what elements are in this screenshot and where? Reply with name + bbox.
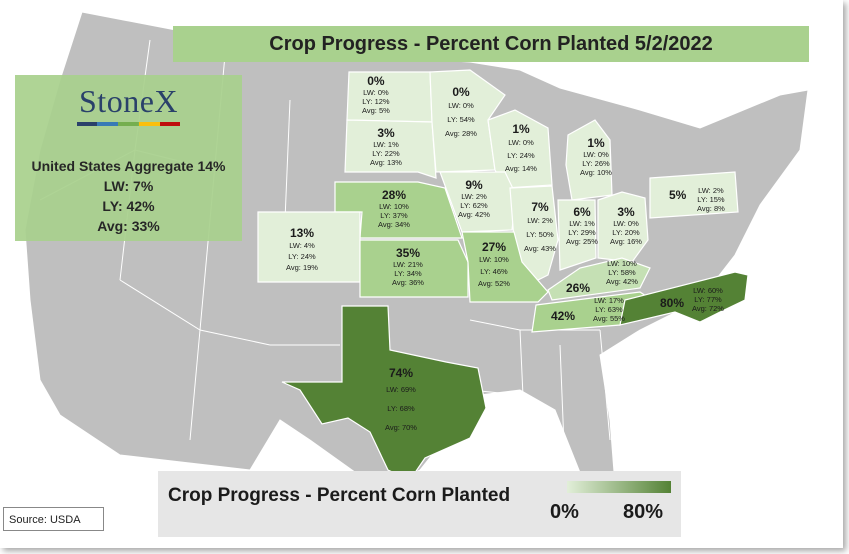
- label-wisconsin: 1% LW: 0% LY: 24% Avg: 14%: [505, 122, 537, 173]
- state-stat-line: Avg: 52%: [478, 279, 510, 288]
- legend-title: Crop Progress - Percent Corn Planted: [168, 485, 511, 506]
- label-iowa: 9% LW: 2% LY: 62% Avg: 42%: [458, 178, 490, 219]
- label-nebraska: 28% LW: 10% LY: 37% Avg: 34%: [378, 188, 410, 229]
- label-indiana: 6% LW: 1% LY: 29% Avg: 25%: [566, 205, 598, 246]
- state-ohio: [597, 191, 649, 263]
- state-stat-line: Avg: 70%: [385, 423, 417, 432]
- label-colorado: 13% LW: 4% LY: 24% Avg: 19%: [286, 226, 318, 272]
- label-north-dakota: 0% LW: 0% LY: 12% Avg: 5%: [362, 74, 390, 115]
- state-stat-line: LY: 22%: [372, 149, 400, 158]
- state-stat-line: Avg: 13%: [370, 158, 402, 167]
- state-stat-line: LY: 63%: [595, 305, 623, 314]
- state-stat-line: LW: 17%: [594, 296, 624, 305]
- state-stat-line: Avg: 55%: [593, 314, 625, 323]
- label-kentucky: 26% LW: 10% LY: 58% Avg: 42%: [566, 259, 638, 295]
- state-stat-line: LY: 24%: [288, 252, 316, 261]
- state-missouri: [461, 231, 549, 303]
- state-pennsylvania: [649, 171, 739, 219]
- state-stat-line: LY: 20%: [612, 228, 640, 237]
- state-stat-line: Avg: 42%: [458, 210, 490, 219]
- state-stat-line: Avg: 25%: [566, 237, 598, 246]
- label-missouri: 27% LW: 10% LY: 46% Avg: 52%: [478, 240, 510, 288]
- state-stat-line: LY: 26%: [582, 159, 610, 168]
- aggregate-stats: United States Aggregate 14% LW: 7% LY: 4…: [15, 156, 242, 236]
- state-stat-line: LW: 4%: [289, 241, 315, 250]
- aggregate-lw: LW: 7%: [103, 178, 154, 194]
- state-stat-line: LW: 1%: [569, 219, 595, 228]
- state-stat-line: Avg: 43%: [524, 244, 556, 253]
- state-indiana: [557, 199, 597, 271]
- state-stat-line: LW: 2%: [527, 216, 553, 225]
- label-michigan: 1% LW: 0% LY: 26% Avg: 10%: [580, 136, 612, 177]
- label-kansas: 35% LW: 21% LY: 34% Avg: 36%: [392, 246, 424, 287]
- state-north-carolina: [619, 271, 749, 326]
- state-stat-line: LY: 34%: [394, 269, 422, 278]
- legend: Crop Progress - Percent Corn Planted 0% …: [158, 471, 681, 537]
- state-stat-line: LW: 60%: [693, 286, 723, 295]
- state-stat-line: LY: 58%: [608, 268, 636, 277]
- state-stat-line: LW: 0%: [448, 101, 474, 110]
- label-north-carolina: 80% LW: 60% LY: 77% Avg: 72%: [660, 286, 724, 313]
- state-stat-line: LY: 12%: [362, 97, 390, 106]
- state-stat-line: Avg: 72%: [692, 304, 724, 313]
- state-stat-line: LW: 10%: [607, 259, 637, 268]
- state-stat-line: LY: 24%: [507, 151, 535, 160]
- state-stat-line: Avg: 42%: [606, 277, 638, 286]
- state-stat-line: LW: 10%: [479, 255, 509, 264]
- state-stat-line: LW: 0%: [613, 219, 639, 228]
- state-stat-line: LY: 50%: [526, 230, 554, 239]
- state-stat-line: Avg: 14%: [505, 164, 537, 173]
- state-stat-line: Avg: 36%: [392, 278, 424, 287]
- state-stat-line: Avg: 10%: [580, 168, 612, 177]
- state-stat-line: LW: 69%: [386, 385, 416, 394]
- state-stat-line: LY: 29%: [568, 228, 596, 237]
- state-stat-line: LY: 77%: [694, 295, 722, 304]
- logo-color-bar: [76, 122, 181, 126]
- legend-min: 0%: [550, 501, 579, 523]
- state-kansas: [359, 239, 469, 298]
- label-illinois: 7% LW: 2% LY: 50% Avg: 43%: [524, 200, 556, 256]
- stonex-logo: StoneX: [79, 83, 178, 119]
- aggregate-ly: LY: 42%: [102, 198, 155, 214]
- label-tennessee: 42% LW: 17% LY: 63% Avg: 55%: [551, 296, 625, 323]
- state-stat-line: LW: 0%: [583, 150, 609, 159]
- label-south-dakota: 3% LW: 1% LY: 22% Avg: 13%: [370, 126, 402, 167]
- state-stat-line: Avg: 5%: [362, 106, 390, 115]
- aggregate-title: United States Aggregate 14%: [31, 158, 226, 174]
- state-stat-line: Avg: 19%: [286, 263, 318, 272]
- label-ohio: 3% LW: 0% LY: 20% Avg: 16%: [610, 205, 642, 246]
- label-texas: 74% LW: 69% LY: 68% Avg: 70%: [385, 366, 417, 437]
- state-stat-line: Avg: 8%: [697, 204, 725, 213]
- state-stat-line: LW: 2%: [698, 186, 724, 195]
- map-title: Crop Progress - Percent Corn Planted 5/2…: [173, 26, 809, 62]
- state-shapes: [257, 69, 749, 481]
- aggregate-panel: StoneX United States Aggregate 14% LW: 7…: [15, 75, 242, 241]
- state-stat-line: Avg: 16%: [610, 237, 642, 246]
- state-stat-line: LW: 2%: [461, 192, 487, 201]
- legend-max: 80%: [623, 501, 664, 523]
- legend-gradient: [567, 481, 671, 493]
- state-stat-line: LW: 0%: [363, 88, 389, 97]
- state-stat-line: LW: 10%: [379, 202, 409, 211]
- state-kentucky: [547, 257, 651, 301]
- state-stat-line: LW: 1%: [373, 140, 399, 149]
- state-stat-line: LY: 62%: [460, 201, 488, 210]
- state-wisconsin: [487, 109, 553, 189]
- state-stat-line: LY: 46%: [480, 267, 508, 276]
- source-note: Source: USDA: [3, 507, 104, 531]
- state-stat-line: LY: 54%: [447, 115, 475, 124]
- label-pennsylvania: 5% LW: 2% LY: 15% Avg: 8%: [669, 186, 725, 213]
- state-south-dakota: [344, 119, 437, 179]
- state-stat-line: Avg: 28%: [445, 129, 477, 138]
- label-minnesota: 0% LW: 0% LY: 54% Avg: 28%: [445, 85, 477, 141]
- state-stat-line: LY: 15%: [697, 195, 725, 204]
- state-stat-line: LW: 21%: [393, 260, 423, 269]
- state-stat-line: LY: 37%: [380, 211, 408, 220]
- state-stat-line: LY: 68%: [387, 404, 415, 413]
- state-stat-line: LW: 0%: [508, 138, 534, 147]
- aggregate-avg: Avg: 33%: [97, 218, 160, 234]
- state-stat-line: Avg: 34%: [378, 220, 410, 229]
